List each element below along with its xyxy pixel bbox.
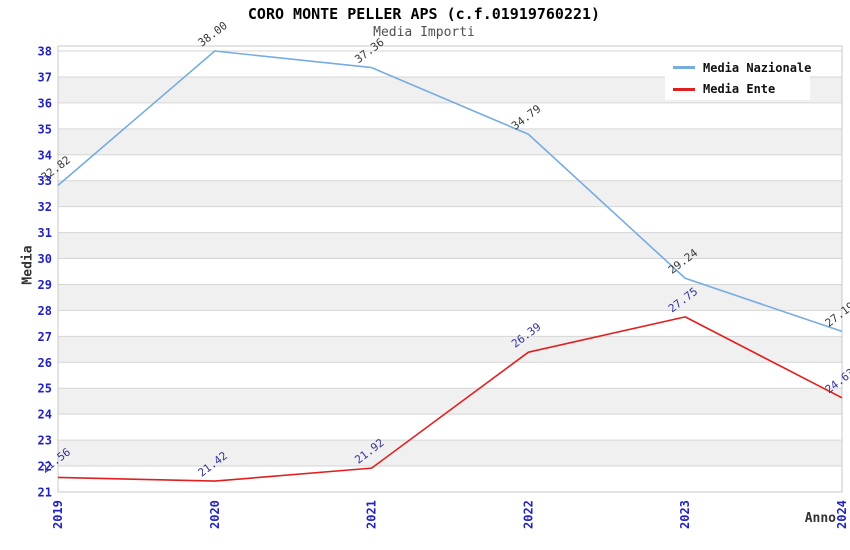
point-label: 24.63 [823, 366, 850, 396]
y-tick-label: 27 [38, 330, 52, 344]
grid-band [58, 440, 842, 467]
legend: Media Nazionale Media Ente [665, 57, 812, 100]
point-label: 34.79 [509, 102, 543, 132]
grid-band [58, 128, 842, 155]
y-tick-label: 26 [38, 356, 52, 370]
y-tick-label: 22 [38, 460, 52, 474]
series-line-media-nazionale [57, 50, 843, 333]
x-tick-label: 2023 [678, 500, 692, 529]
y-tick-label: 32 [38, 200, 52, 214]
x-tick-label: 2019 [51, 500, 65, 529]
legend-item-media-nazionale: Media Nazionale [665, 58, 812, 78]
y-tick-label: 35 [38, 122, 52, 136]
y-tick-label: 21 [38, 486, 52, 500]
point-label: 38.00 [196, 19, 230, 49]
y-tick-label: 31 [38, 226, 52, 240]
legend-label-media-ente: Media Ente [703, 82, 776, 97]
x-tick-label: 2024 [835, 500, 849, 529]
legend-line-marker-red [673, 87, 695, 91]
legend-item-media-ente: Media Ente [665, 79, 810, 99]
y-tick-label: 38 [38, 45, 52, 59]
y-tick-label: 28 [38, 304, 52, 318]
grid-band [58, 336, 842, 363]
x-axis-title: Anno [804, 511, 836, 526]
plot-border [57, 45, 843, 493]
grid-band [58, 180, 842, 207]
y-tick-label: 33 [38, 174, 52, 188]
chart-subtitle: Media Importi [373, 25, 475, 40]
y-tick-label: 34 [38, 148, 52, 162]
y-tick-label: 36 [38, 96, 52, 110]
legend-line-marker-blue [673, 66, 695, 70]
series-line-media-ente [57, 316, 843, 482]
y-tick-label: 30 [38, 252, 52, 266]
legend-label-media-nazionale: Media Nazionale [703, 60, 812, 75]
y-tick-label: 25 [38, 382, 52, 396]
y-tick-label: 37 [38, 70, 52, 84]
chart-title: CORO MONTE PELLER APS (c.f.01919760221) [247, 5, 601, 23]
y-tick-label: 23 [38, 434, 52, 448]
x-tick-label: 2021 [365, 500, 379, 529]
grid-band [58, 284, 842, 311]
x-tick-label: 2022 [521, 500, 535, 529]
x-tick-label: 2020 [208, 500, 222, 529]
y-tick-label: 24 [38, 408, 52, 422]
y-tick-label: 29 [38, 278, 52, 292]
grid-band [58, 232, 842, 259]
